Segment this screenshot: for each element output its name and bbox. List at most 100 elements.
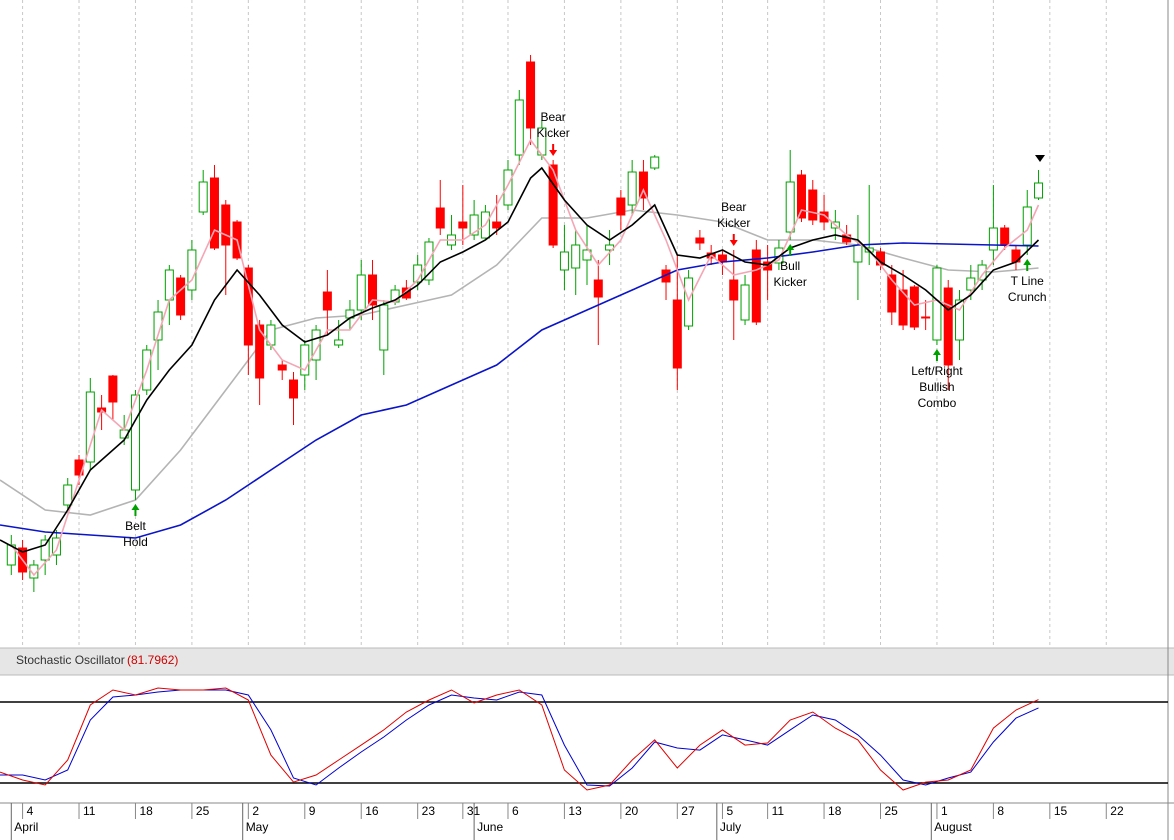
candle-body <box>808 189 818 221</box>
candle-body <box>684 277 694 327</box>
candle-body <box>819 211 829 223</box>
candle-body <box>300 344 310 376</box>
pattern-label: Left/Right <box>911 364 963 378</box>
candle-body <box>187 249 197 291</box>
candle-body <box>943 287 953 366</box>
candle-body <box>368 274 378 306</box>
candle-body <box>153 311 163 341</box>
x-tick-label: 20 <box>625 804 639 818</box>
candle-body <box>955 299 965 341</box>
panel-header <box>0 648 1174 675</box>
candle-body <box>909 286 919 328</box>
candle-body <box>209 177 219 249</box>
candle-body <box>695 237 705 244</box>
candle-body <box>198 181 208 213</box>
candle-body <box>932 267 942 341</box>
candle-body <box>130 394 140 491</box>
x-tick-label: 5 <box>726 804 733 818</box>
candle-body <box>526 61 536 129</box>
pattern-arrow <box>786 244 795 256</box>
candle-body <box>571 244 581 269</box>
candle-body <box>988 227 998 251</box>
candle-body <box>379 304 389 351</box>
x-tick-label: 16 <box>365 804 379 818</box>
ma-line <box>0 242 1039 539</box>
x-tick-label: 18 <box>139 804 153 818</box>
x-tick-label: 23 <box>422 804 436 818</box>
candle-body <box>717 254 727 263</box>
pattern-label: Belt <box>125 519 146 533</box>
candle-body <box>221 204 231 246</box>
x-tick-label: 25 <box>196 804 210 818</box>
month-label: May <box>246 820 269 834</box>
pattern-label: Hold <box>123 535 148 549</box>
candle-body <box>1034 182 1044 199</box>
pattern-label: Bull <box>780 259 800 273</box>
x-tick-label: 9 <box>309 804 316 818</box>
candle-body <box>164 269 174 301</box>
candle-body <box>85 391 95 463</box>
oscillator-title: Stochastic Oscillator <box>16 653 125 667</box>
candle-body <box>6 544 16 566</box>
pattern-arrow <box>932 349 941 361</box>
pattern-arrow <box>549 144 558 156</box>
candle-body <box>593 279 603 298</box>
x-tick-label: 6 <box>512 804 519 818</box>
candle-body <box>503 169 513 206</box>
ma-line <box>0 166 1040 553</box>
candle-body <box>176 277 186 316</box>
candle-body <box>740 284 750 321</box>
candle-body <box>1022 206 1032 246</box>
pattern-label: Kicker <box>717 216 750 230</box>
candle-body <box>108 375 118 403</box>
candle-body <box>616 197 626 216</box>
x-tick-label: 15 <box>1054 804 1068 818</box>
marker-triangle <box>1035 155 1045 162</box>
pattern-label: Kicker <box>774 275 807 289</box>
month-label: June <box>477 820 503 834</box>
month-label: July <box>720 820 741 834</box>
candle-body <box>921 316 931 319</box>
candle-body <box>492 221 502 229</box>
candle-body <box>627 171 637 206</box>
candle-body <box>638 171 648 199</box>
x-tick-label: 18 <box>828 804 842 818</box>
pattern-arrow <box>131 504 140 516</box>
candle-body <box>322 291 332 311</box>
candle-body <box>51 537 61 556</box>
candle-body <box>751 249 761 323</box>
candle-body <box>277 364 287 371</box>
oscillator-line <box>0 687 1039 791</box>
candle-body <box>289 379 298 399</box>
candle-body <box>650 156 660 169</box>
candle-body <box>243 267 253 346</box>
candle-body <box>796 174 806 219</box>
candle-body <box>469 214 479 236</box>
oscillator-line <box>0 689 1039 787</box>
x-tick-label: 25 <box>885 804 899 818</box>
candle-body <box>729 279 739 301</box>
candle-body <box>785 181 795 233</box>
pattern-label: T Line <box>1011 274 1044 288</box>
candle-body <box>559 251 569 271</box>
pattern-label: Bear <box>540 110 565 124</box>
x-tick-label: 27 <box>681 804 695 818</box>
candle-body <box>356 274 366 311</box>
candle-body <box>1000 227 1010 246</box>
candle-body <box>977 264 987 281</box>
candle-body <box>63 484 73 506</box>
pattern-arrow <box>729 234 738 246</box>
candle-body <box>887 274 897 313</box>
x-tick-label: 2 <box>252 804 259 818</box>
x-tick-label: 11 <box>772 804 785 818</box>
candle-body <box>435 207 445 229</box>
x-tick-label: 11 <box>83 804 96 818</box>
candle-body <box>458 221 468 229</box>
x-tick-label: 13 <box>568 804 582 818</box>
pattern-label: Kicker <box>536 126 569 140</box>
candle-body <box>40 539 50 561</box>
pattern-label: Bear <box>721 200 746 214</box>
candle-body <box>255 324 265 379</box>
